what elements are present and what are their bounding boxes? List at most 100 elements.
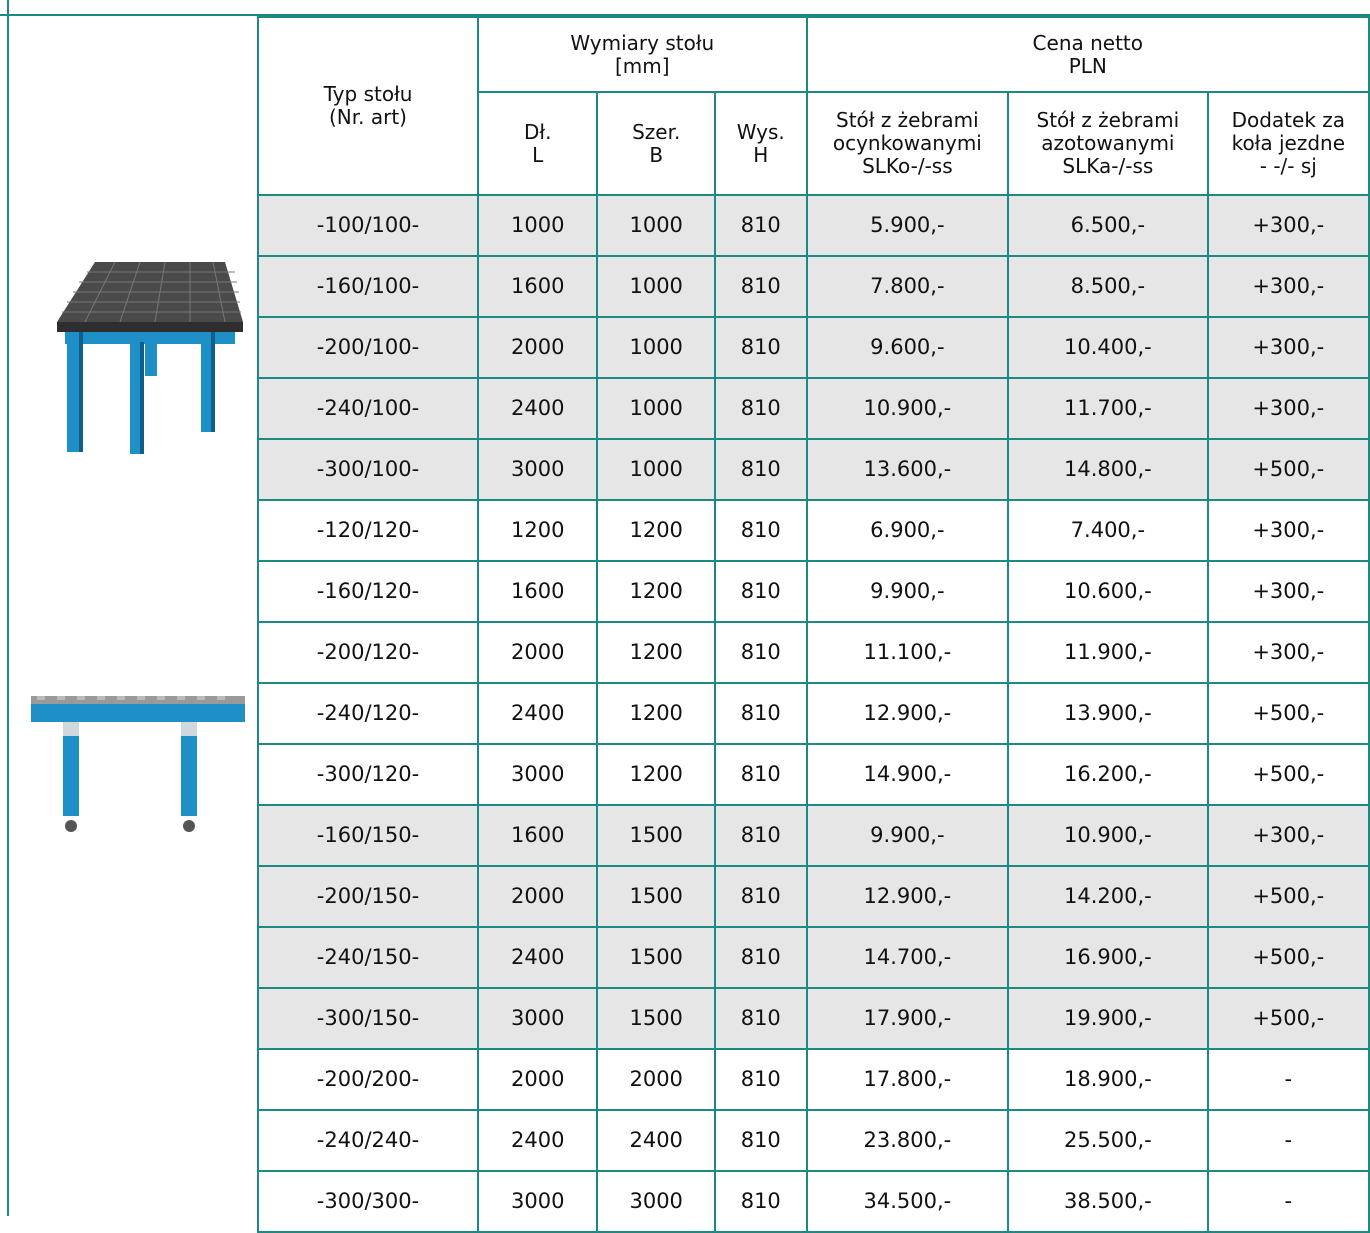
cell-height: 810 — [713, 377, 808, 440]
price-table: Typ stołu (Nr. art) Wymiary stołu [mm] C… — [256, 16, 1370, 1233]
cell-height: 810 — [713, 682, 808, 745]
cell-wheels-surcharge: +300,- — [1206, 804, 1370, 867]
cell-wheels-surcharge: +300,- — [1206, 377, 1370, 440]
table-row: -300/150- 3000 1500 810 17.900,- 19.900,… — [256, 987, 1370, 1050]
cell-wheels-surcharge: +300,- — [1206, 499, 1370, 562]
cell-price-nitrided: 7.400,- — [1007, 499, 1209, 562]
table-row: -300/100- 3000 1000 810 13.600,- 14.800,… — [256, 438, 1370, 501]
cell-width: 1500 — [596, 865, 716, 928]
header-type: Typ stołu (Nr. art) — [256, 16, 480, 196]
cell-type: -300/300- — [256, 1170, 480, 1233]
header-price-group: Cena netto PLN — [805, 16, 1370, 93]
cell-width: 1500 — [596, 926, 716, 989]
cell-type: -200/150- — [256, 865, 480, 928]
table-row: -240/150- 2400 1500 810 14.700,- 16.900,… — [256, 926, 1370, 989]
cell-type: -240/120- — [256, 682, 480, 745]
cell-price-galvanized: 6.900,- — [805, 499, 1010, 562]
cell-price-galvanized: 5.900,- — [805, 194, 1010, 257]
cell-type: -160/120- — [256, 560, 480, 623]
cell-price-galvanized: 34.500,- — [805, 1170, 1010, 1233]
table-row: -160/150- 1600 1500 810 9.900,- 10.900,-… — [256, 804, 1370, 867]
header-price-galvanized: Stół z żebrami ocynkowanymi SLKo-/-ss — [805, 91, 1010, 196]
cell-length: 2000 — [477, 621, 599, 684]
cell-wheels-surcharge: +500,- — [1206, 865, 1370, 928]
cell-price-nitrided: 18.900,- — [1007, 1048, 1209, 1111]
cell-width: 2400 — [596, 1109, 716, 1172]
cell-wheels-surcharge: +300,- — [1206, 194, 1370, 257]
cell-wheels-surcharge: +300,- — [1206, 621, 1370, 684]
cell-wheels-surcharge: +500,- — [1206, 682, 1370, 745]
cell-height: 810 — [713, 438, 808, 501]
cell-height: 810 — [713, 804, 808, 867]
header-dimensions-group: Wymiary stołu [mm] — [477, 16, 808, 93]
cell-price-galvanized: 7.800,- — [805, 255, 1010, 318]
cell-type: -200/120- — [256, 621, 480, 684]
cell-price-nitrided: 10.600,- — [1007, 560, 1209, 623]
cell-length: 2400 — [477, 926, 599, 989]
cell-wheels-surcharge: +300,- — [1206, 316, 1370, 379]
cell-height: 810 — [713, 499, 808, 562]
cell-price-galvanized: 9.600,- — [805, 316, 1010, 379]
header-price-nitrided: Stół z żebrami azotowanymi SLKa-/-ss — [1007, 91, 1209, 196]
cell-length: 1600 — [477, 255, 599, 318]
cell-wheels-surcharge: - — [1206, 1048, 1370, 1111]
welding-table-square-image — [57, 262, 243, 454]
cell-height: 810 — [713, 865, 808, 928]
cell-price-galvanized: 12.900,- — [805, 682, 1010, 745]
left-border — [7, 0, 9, 1216]
cell-price-nitrided: 11.900,- — [1007, 621, 1209, 684]
cell-price-galvanized: 14.900,- — [805, 743, 1010, 806]
cell-type: -240/150- — [256, 926, 480, 989]
table-row: -100/100- 1000 1000 810 5.900,- 6.500,- … — [256, 194, 1370, 257]
cell-type: -300/150- — [256, 987, 480, 1050]
table-row: -120/120- 1200 1200 810 6.900,- 7.400,- … — [256, 499, 1370, 562]
header-length: Dł. L — [477, 91, 599, 196]
cell-width: 1200 — [596, 682, 716, 745]
table-row: -200/100- 2000 1000 810 9.600,- 10.400,-… — [256, 316, 1370, 379]
table-row: -240/240- 2400 2400 810 23.800,- 25.500,… — [256, 1109, 1370, 1172]
cell-wheels-surcharge: +500,- — [1206, 438, 1370, 501]
cell-price-nitrided: 10.400,- — [1007, 316, 1209, 379]
cell-width: 3000 — [596, 1170, 716, 1233]
cell-width: 1000 — [596, 316, 716, 379]
cell-price-nitrided: 16.900,- — [1007, 926, 1209, 989]
welding-table-wheels-image — [31, 696, 245, 832]
cell-type: -200/100- — [256, 316, 480, 379]
table-row: -200/150- 2000 1500 810 12.900,- 14.200,… — [256, 865, 1370, 928]
cell-type: -120/120- — [256, 499, 480, 562]
table-row: -240/100- 2400 1000 810 10.900,- 11.700,… — [256, 377, 1370, 440]
cell-length: 3000 — [477, 1170, 599, 1233]
cell-wheels-surcharge: +300,- — [1206, 560, 1370, 623]
cell-height: 810 — [713, 621, 808, 684]
cell-type: -200/200- — [256, 1048, 480, 1111]
cell-height: 810 — [713, 560, 808, 623]
cell-price-galvanized: 14.700,- — [805, 926, 1010, 989]
cell-height: 810 — [713, 926, 808, 989]
cell-height: 810 — [713, 1170, 808, 1233]
cell-price-galvanized: 23.800,- — [805, 1109, 1010, 1172]
cell-length: 3000 — [477, 743, 599, 806]
cell-price-galvanized: 9.900,- — [805, 804, 1010, 867]
cell-type: -100/100- — [256, 194, 480, 257]
cell-height: 810 — [713, 987, 808, 1050]
cell-length: 2400 — [477, 377, 599, 440]
cell-width: 1200 — [596, 499, 716, 562]
cell-price-nitrided: 6.500,- — [1007, 194, 1209, 257]
cell-length: 3000 — [477, 438, 599, 501]
cell-price-nitrided: 16.200,- — [1007, 743, 1209, 806]
cell-width: 1500 — [596, 987, 716, 1050]
cell-type: -240/240- — [256, 1109, 480, 1172]
cell-type: -160/150- — [256, 804, 480, 867]
cell-height: 810 — [713, 1109, 808, 1172]
cell-price-nitrided: 14.200,- — [1007, 865, 1209, 928]
cell-length: 1200 — [477, 499, 599, 562]
cell-length: 2400 — [477, 1109, 599, 1172]
cell-type: -300/120- — [256, 743, 480, 806]
cell-width: 1500 — [596, 804, 716, 867]
cell-length: 1000 — [477, 194, 599, 257]
cell-price-galvanized: 10.900,- — [805, 377, 1010, 440]
header-height: Wys. H — [713, 91, 808, 196]
cell-price-nitrided: 14.800,- — [1007, 438, 1209, 501]
cell-length: 3000 — [477, 987, 599, 1050]
cell-type: -160/100- — [256, 255, 480, 318]
